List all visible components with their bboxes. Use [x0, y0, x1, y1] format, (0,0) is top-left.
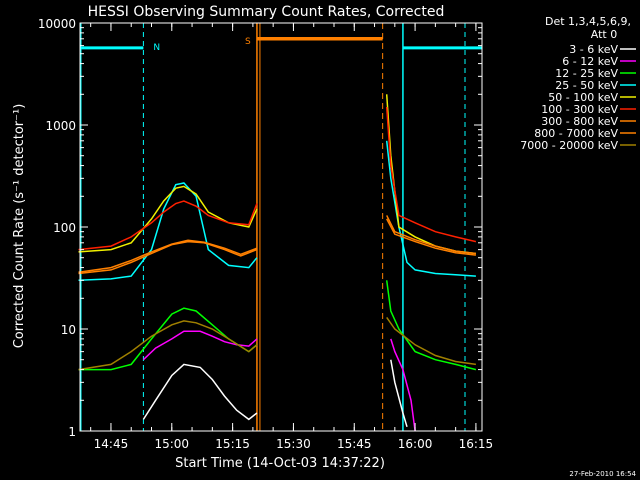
- series-line-7-part-1: [78, 240, 258, 275]
- y-tick-label-3: 100: [53, 221, 76, 235]
- x-tick-label-3: 15:15: [215, 437, 250, 451]
- series-line-8-part-2: [386, 218, 476, 256]
- series-line-4-part-2: [385, 140, 476, 277]
- series-line-8-part-1: [78, 239, 258, 274]
- chart-title: HESSI Observing Summary Count Rates, Cor…: [88, 4, 445, 20]
- legend-label-9: 7000 - 20000 keV: [520, 139, 618, 152]
- legend-label-2: 6 - 12 keV: [562, 55, 618, 68]
- saa-annotation: S: [245, 37, 251, 47]
- legend-label-3: 12 - 25 keV: [555, 67, 618, 80]
- x-tick-label-5: 15:45: [337, 437, 372, 451]
- series-line-3-part-1: [78, 307, 258, 371]
- x-tick-label-2: 15:00: [154, 437, 189, 451]
- y-axis-label: Corrected Count Rate (s⁻¹ detector⁻¹): [12, 104, 27, 349]
- series-line-7-part-2: [386, 215, 476, 255]
- x-axis-label: Start Time (14-Oct-03 14:37:22): [175, 456, 385, 471]
- night-annotation: N: [153, 43, 160, 53]
- legend-title-line-2: Att 0: [591, 28, 617, 41]
- series-line-9-part-1: [78, 320, 258, 371]
- series-line-9-part-2: [386, 316, 477, 366]
- x-tick-label-1: 14:45: [94, 437, 129, 451]
- legend-label-5: 50 - 100 keV: [548, 91, 618, 104]
- series-line-5-part-1: [78, 185, 258, 253]
- y-tick-label-2: 10: [61, 323, 76, 337]
- x-tick-label-6: 16:00: [398, 437, 433, 451]
- series-line-3-part-2: [385, 280, 477, 371]
- legend-label-1: 3 - 6 keV: [569, 43, 618, 56]
- timestamp: 27-Feb-2010 16:54: [569, 470, 636, 478]
- series-line-6-part-2: [385, 106, 477, 243]
- plot-frame: [79, 22, 483, 432]
- legend-label-8: 800 - 7000 keV: [534, 127, 618, 140]
- series-line-1-part-2: [390, 359, 408, 428]
- x-tick-label-7: 16:15: [459, 437, 494, 451]
- legend-label-6: 100 - 300 keV: [541, 103, 618, 116]
- series-line-4-part-1: [78, 182, 258, 282]
- y-tick-label-1: 1: [68, 425, 76, 439]
- axes: 1 10 100 1000 10000 14:45 15:00 15:15 15:30 15:45…: [38, 17, 493, 451]
- y-tick-label-4: 1000: [45, 119, 76, 133]
- x-tick-label-4: 15:30: [276, 437, 311, 451]
- y-tick-label-5: 10000: [38, 17, 76, 31]
- series-line-1-part-1: [142, 363, 258, 421]
- legend-title-line-1: Det 1,3,4,5,6,9,: [545, 15, 631, 28]
- legend-label-7: 300 - 800 keV: [541, 115, 618, 128]
- plot-area: NS: [78, 23, 482, 432]
- legend-label-4: 25 - 50 keV: [555, 79, 618, 92]
- series-line-6-part-1: [78, 200, 258, 251]
- series-line-2-part-2: [390, 338, 416, 432]
- series-line-2-part-1: [142, 330, 258, 361]
